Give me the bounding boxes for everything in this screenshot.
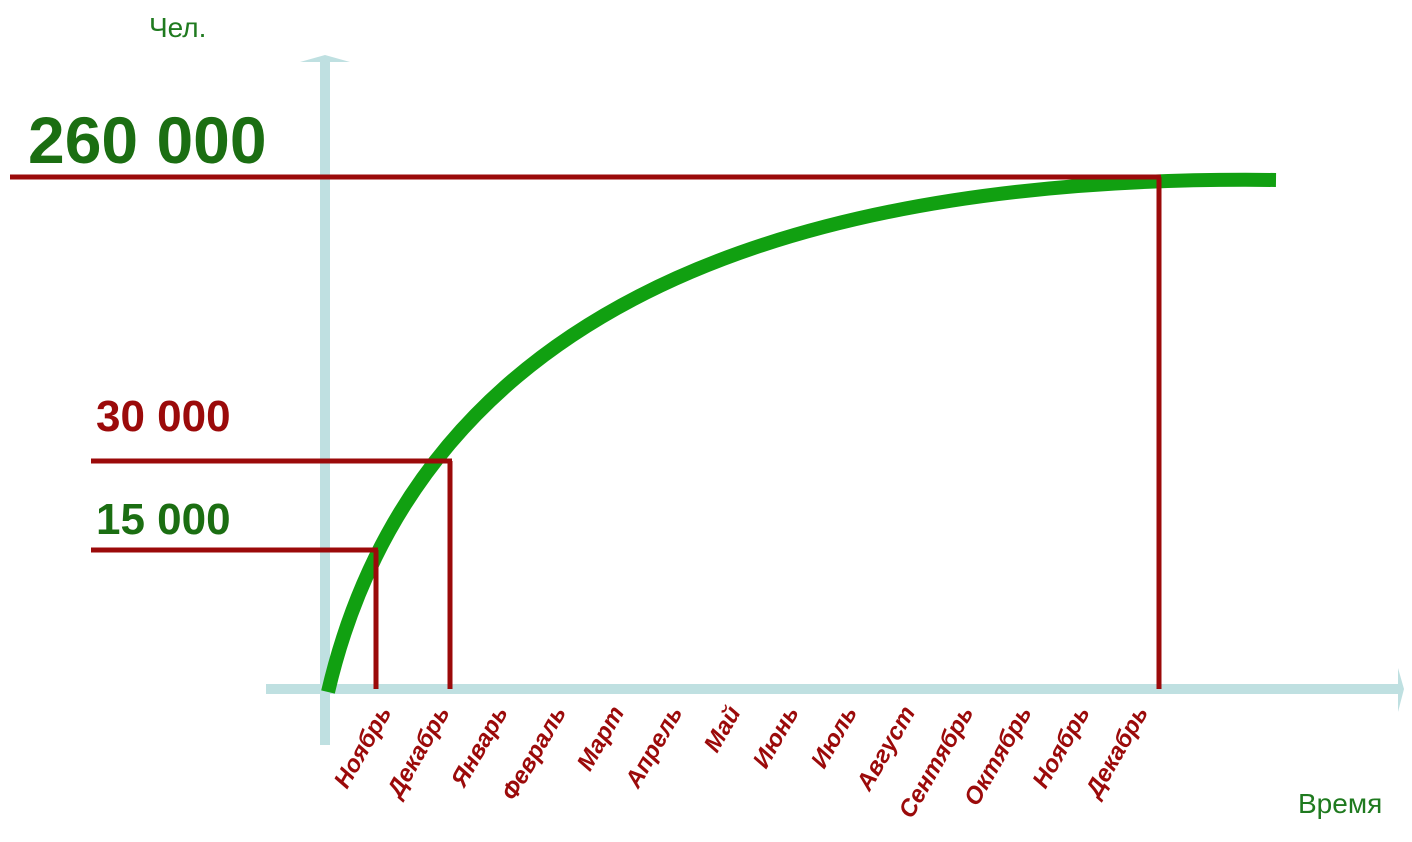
value-label-30000: 30 000 xyxy=(96,392,231,441)
value-label-15000: 15 000 xyxy=(96,495,231,544)
x-tick-label: Июнь xyxy=(748,702,805,773)
x-axis-arrow xyxy=(1398,668,1404,712)
x-tick-label: Март xyxy=(572,702,630,776)
x-tick-label: Апрель xyxy=(620,702,689,794)
x-axis-title: Время xyxy=(1298,788,1382,819)
y-axis-arrow xyxy=(300,55,350,62)
growth-curve xyxy=(321,172,1277,694)
x-tick-label: Июль xyxy=(806,702,863,773)
x-tick-label: Май xyxy=(699,701,747,757)
y-axis-title: Чел. xyxy=(149,12,206,43)
value-label-260000: 260 000 xyxy=(28,103,267,177)
